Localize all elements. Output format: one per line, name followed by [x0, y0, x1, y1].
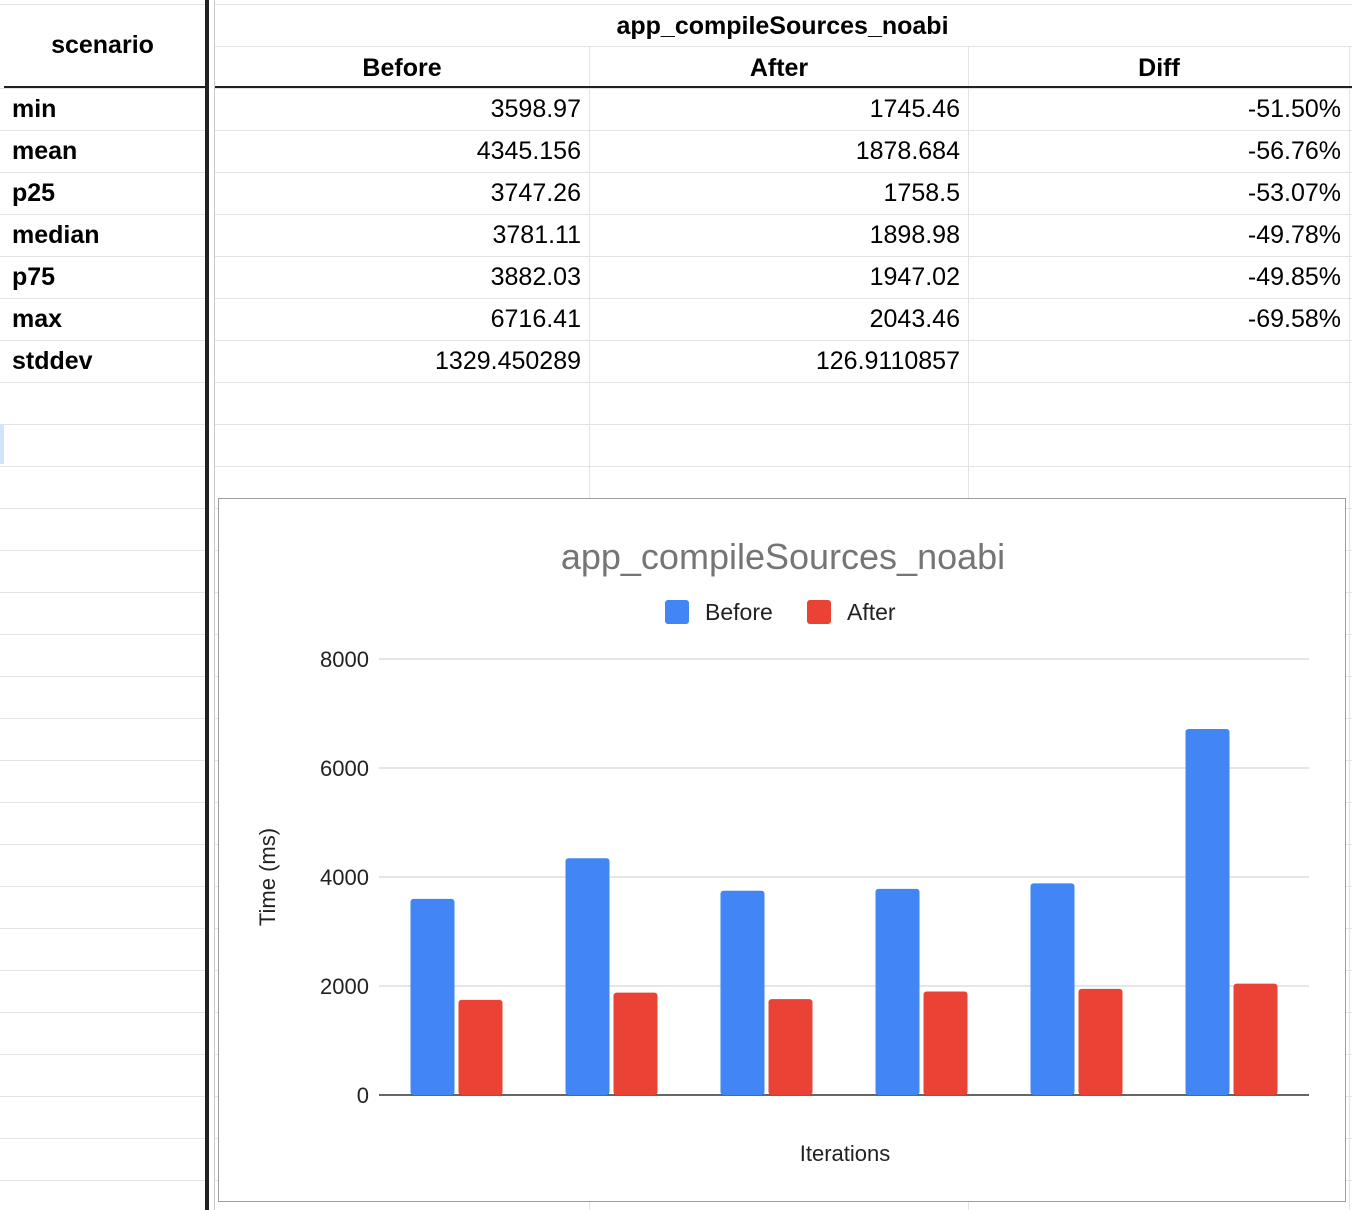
- bar-after-median: [923, 991, 968, 1095]
- row-label[interactable]: min: [12, 94, 57, 123]
- column-header-before[interactable]: Before: [362, 53, 442, 82]
- bar-after-p75: [1078, 988, 1123, 1095]
- row-gridline: [0, 88, 1352, 89]
- cell-after[interactable]: 1947.02: [869, 262, 960, 291]
- bar-after-min: [458, 999, 503, 1095]
- column-header-diff[interactable]: Diff: [1138, 53, 1180, 82]
- x-axis-label: Iterations: [800, 1141, 891, 1166]
- cell-before[interactable]: 3781.11: [492, 220, 581, 249]
- frozen-column-gap: [209, 0, 214, 1210]
- row-gridline: [0, 382, 1352, 383]
- row-gridline: [0, 130, 1352, 131]
- row-gridline: [0, 340, 1352, 341]
- bar-before-p25: [720, 890, 765, 1095]
- cell-after[interactable]: 1898.98: [869, 220, 960, 249]
- cell-diff[interactable]: -49.85%: [1247, 262, 1341, 291]
- cell-after[interactable]: 1878.684: [855, 136, 960, 165]
- bar-before-median: [875, 888, 920, 1095]
- cell-before[interactable]: 6716.41: [490, 304, 581, 333]
- cell-before[interactable]: 3598.97: [490, 94, 581, 123]
- cell-after[interactable]: 1758.5: [883, 178, 960, 207]
- legend-swatch-after: [807, 600, 831, 624]
- cell-diff[interactable]: [969, 340, 1349, 382]
- row-gridline: [0, 256, 1352, 257]
- bar-after-p25: [768, 999, 813, 1095]
- row-label[interactable]: p25: [12, 178, 56, 207]
- row-label[interactable]: stddev: [12, 346, 93, 375]
- cell-diff[interactable]: -51.50%: [1247, 94, 1341, 123]
- row-label[interactable]: p75: [12, 262, 56, 291]
- chart-title: app_compileSources_noabi: [561, 536, 1005, 577]
- cell-before[interactable]: 4345.156: [476, 136, 581, 165]
- row-gridline: [0, 466, 1352, 467]
- y-tick-label: 2000: [320, 974, 369, 999]
- embedded-chart[interactable]: app_compileSources_noabi Before After 0 20…: [218, 498, 1346, 1202]
- row-gridline: [0, 298, 1352, 299]
- bar-before-min: [410, 898, 455, 1095]
- cell-before[interactable]: 1329.450289: [435, 346, 581, 375]
- bar-before-mean: [565, 858, 610, 1095]
- row-label[interactable]: median: [12, 220, 100, 249]
- row-gridline: [0, 172, 1352, 173]
- row-selection-marker: [0, 424, 4, 464]
- legend-label-before: Before: [705, 599, 773, 625]
- header-border: [4, 86, 205, 88]
- cell-diff[interactable]: -49.78%: [1247, 220, 1341, 249]
- column-gridline: [1349, 46, 1350, 1210]
- y-tick-label: 6000: [320, 756, 369, 781]
- bar-before-max: [1185, 728, 1230, 1095]
- row-gridline: [0, 424, 1352, 425]
- frozen-column-divider[interactable]: [205, 0, 209, 1210]
- bar-after-max: [1233, 983, 1278, 1095]
- y-axis-label: Time (ms): [255, 828, 280, 926]
- row-label[interactable]: mean: [12, 136, 78, 165]
- cell-before[interactable]: 3882.03: [490, 262, 581, 291]
- column-header-after[interactable]: After: [749, 53, 809, 82]
- row-gridline: [0, 4, 1352, 5]
- legend-label-after: After: [847, 599, 896, 625]
- column-border: [214, 0, 215, 1210]
- bar-after-mean: [613, 992, 658, 1095]
- y-tick-label: 8000: [320, 647, 369, 672]
- scenario-header[interactable]: scenario: [51, 30, 154, 59]
- cell-after[interactable]: 126.9110857: [815, 346, 960, 375]
- cell-after[interactable]: 1745.46: [869, 94, 960, 123]
- row-gridline: [215, 46, 1352, 47]
- cell-diff[interactable]: -56.76%: [1247, 136, 1341, 165]
- cell-after[interactable]: 2043.46: [869, 304, 960, 333]
- bar-chart: app_compileSources_noabi Before After 0 20…: [255, 536, 1309, 1166]
- header-border: [215, 86, 1352, 88]
- cell-diff[interactable]: -53.07%: [1247, 178, 1341, 207]
- group-header[interactable]: app_compileSources_noabi: [616, 11, 949, 40]
- row-label[interactable]: max: [12, 304, 63, 333]
- legend-swatch-before: [665, 600, 689, 624]
- cell-diff[interactable]: -69.58%: [1247, 304, 1341, 333]
- row-gridline: [0, 214, 1352, 215]
- cell-before[interactable]: 3747.26: [490, 178, 581, 207]
- y-tick-label: 0: [357, 1083, 369, 1108]
- y-tick-label: 4000: [320, 865, 369, 890]
- bar-before-p75: [1030, 883, 1075, 1095]
